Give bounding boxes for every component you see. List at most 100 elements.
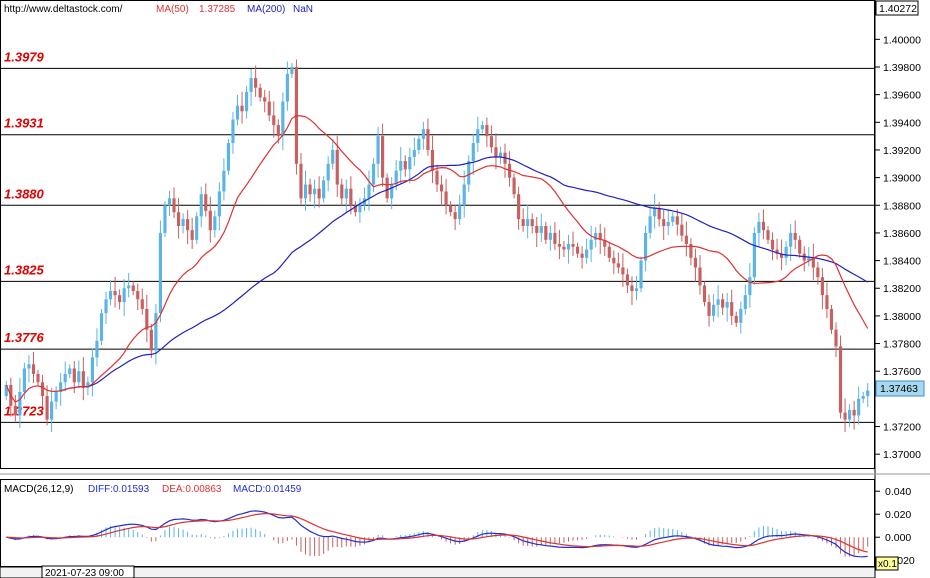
candle-body — [167, 198, 172, 206]
candle-body — [113, 291, 117, 296]
candle-body — [526, 219, 530, 227]
candle-body — [290, 66, 294, 74]
candle-body — [435, 170, 439, 185]
candle-body — [403, 161, 407, 170]
candle-body — [272, 115, 276, 126]
candle-body — [566, 243, 571, 250]
candle-body — [190, 230, 194, 240]
date-box — [41, 565, 135, 578]
candle-body — [689, 243, 693, 258]
candle-body — [303, 184, 308, 199]
candle-body — [90, 357, 95, 383]
candle-body — [131, 285, 135, 292]
candle-body — [748, 277, 752, 296]
candle-body — [331, 149, 335, 164]
candle-body — [707, 302, 711, 316]
candle-body — [285, 73, 289, 102]
candle-body — [394, 170, 398, 185]
candle-body — [50, 401, 54, 420]
price-tick-label: 1.37000 — [883, 449, 921, 461]
candle-body — [761, 221, 766, 231]
candle-body — [666, 221, 670, 227]
ma50-line — [5, 114, 869, 403]
candle-body — [140, 299, 144, 309]
candle-body — [77, 371, 81, 383]
candle-body — [186, 219, 190, 231]
candle-body — [326, 163, 330, 181]
candle-body — [59, 382, 63, 392]
candle-body — [408, 156, 412, 170]
candle-body — [99, 313, 104, 341]
candle-body — [825, 295, 829, 309]
candle-body — [598, 232, 602, 240]
candle-body — [36, 373, 40, 383]
candle-body — [739, 308, 743, 323]
candle-body — [680, 224, 684, 236]
candle-body — [344, 188, 348, 199]
candle-body — [575, 246, 580, 254]
candle-body — [766, 230, 770, 240]
candle-body — [675, 216, 679, 225]
ma200-label: MA(200) — [247, 4, 285, 15]
level-label: 1.3825 — [4, 262, 45, 277]
candle-body — [494, 147, 498, 157]
candle-body — [662, 219, 666, 227]
candle-body — [213, 216, 217, 231]
candle-body — [852, 409, 856, 416]
candle-body — [376, 136, 380, 164]
top-price-box — [875, 0, 919, 16]
candle-body — [829, 308, 834, 330]
current-price-tag — [875, 380, 925, 397]
candle-body — [530, 219, 534, 227]
candle-body — [480, 125, 484, 130]
scale-button[interactable] — [875, 556, 899, 571]
candle-body — [154, 313, 158, 351]
candle-body — [122, 288, 126, 303]
price-tick-label: 1.38400 — [883, 256, 921, 268]
candle-body — [693, 257, 698, 268]
candle-body — [358, 205, 362, 213]
candle-body — [562, 246, 566, 250]
candle-body — [299, 163, 303, 199]
candle-body — [385, 177, 389, 199]
candle-body — [281, 101, 285, 137]
candle-body — [308, 184, 312, 195]
candle-body — [607, 246, 611, 258]
candle-body — [648, 216, 652, 233]
macd-tick-label: 0.000 — [885, 532, 911, 544]
candle-body — [848, 409, 852, 420]
candle-body — [430, 149, 435, 171]
candle-body — [789, 232, 793, 247]
candle-body — [367, 184, 371, 199]
candle-body — [254, 78, 258, 88]
candle-body — [322, 180, 326, 199]
candle-body — [671, 216, 675, 222]
price-tick-label: 1.38000 — [883, 311, 921, 323]
candle-body — [95, 340, 99, 358]
site-label: http://www.deltastock.com/ — [4, 4, 123, 15]
ma50-value: 1.37285 — [199, 4, 236, 15]
candle-body — [68, 368, 72, 374]
candle-body — [72, 368, 76, 383]
candle-body — [807, 257, 811, 261]
price-tick-label: 1.37800 — [883, 339, 921, 351]
candle-body — [471, 143, 475, 162]
candle-body — [145, 308, 149, 330]
scale-button-label[interactable]: x0.1 — [878, 559, 897, 570]
candle-body — [86, 382, 90, 388]
candle-body — [657, 208, 661, 220]
candle-body — [421, 129, 425, 139]
price-tick-label: 1.39800 — [883, 62, 921, 74]
candle-body — [711, 304, 716, 316]
price-tick-label: 1.37200 — [883, 422, 921, 434]
candle-body — [217, 191, 221, 217]
price-tick-label: 1.39600 — [883, 90, 921, 102]
candle-body — [866, 390, 870, 397]
macd-macd-label: MACD:0.01459 — [233, 484, 302, 495]
candle-body — [4, 385, 8, 397]
candle-body — [634, 288, 639, 292]
macd-dea-label: DEA:0.00863 — [162, 484, 222, 495]
candle-body — [793, 232, 797, 240]
